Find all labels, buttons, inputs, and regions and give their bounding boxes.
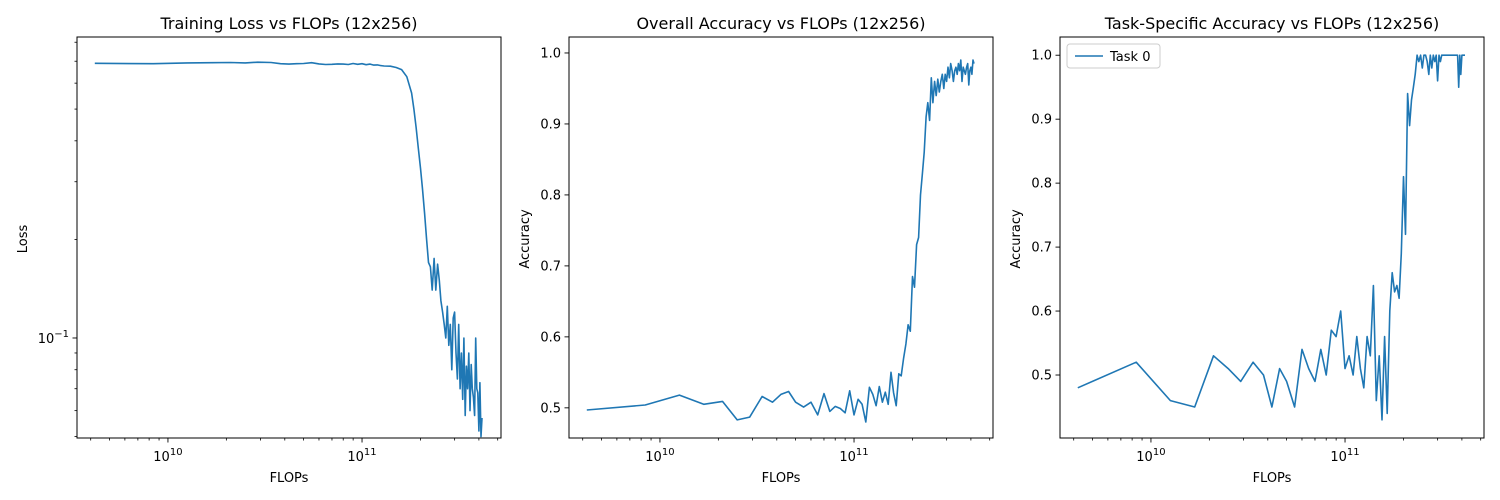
x-tick-label: 1010 bbox=[1136, 447, 1165, 465]
y-tick-label: 0.7 bbox=[540, 259, 561, 274]
y-tick-label: 1.0 bbox=[1031, 49, 1052, 64]
series-group bbox=[586, 59, 975, 423]
y-tick-label: 0.7 bbox=[1031, 241, 1052, 256]
x-tick-label: 1010 bbox=[153, 447, 182, 465]
tick-group: 1010 1011 0.5 0.6 0.7 0.8 0.9 1.0 bbox=[1031, 49, 1482, 465]
y-tick-label: 0.5 bbox=[540, 401, 561, 416]
legend-label: Task 0 bbox=[1109, 50, 1150, 65]
y-tick-label: 10−1 bbox=[38, 329, 69, 347]
x-tick-label: 1011 bbox=[347, 447, 376, 465]
chart-panel-loss: Training Loss vs FLOPs (12x256) FLOPs Lo… bbox=[16, 14, 502, 486]
y-axis-label: Accuracy bbox=[1009, 209, 1024, 269]
chart-title: Overall Accuracy vs FLOPs (12x256) bbox=[636, 14, 925, 33]
y-tick-label: 0.8 bbox=[540, 188, 561, 203]
y-tick-label: 1.0 bbox=[540, 46, 561, 61]
y-tick-label: 0.9 bbox=[540, 117, 561, 132]
chart-panel-task-accuracy: Task-Specific Accuracy vs FLOPs (12x256)… bbox=[1009, 14, 1485, 486]
y-tick-label: 0.5 bbox=[1031, 369, 1052, 384]
x-axis-label: FLOPs bbox=[270, 471, 309, 486]
series-group bbox=[94, 61, 483, 438]
series-line-0 bbox=[94, 61, 483, 438]
y-tick-label: 0.9 bbox=[1031, 113, 1052, 128]
tick-group: 1010 1011 0.5 0.6 0.7 0.8 0.9 1.0 bbox=[540, 46, 991, 465]
x-axis-label: FLOPs bbox=[1253, 471, 1292, 486]
series-line-0 bbox=[586, 59, 975, 423]
x-tick-label: 1010 bbox=[645, 447, 674, 465]
chart-title: Training Loss vs FLOPs (12x256) bbox=[159, 14, 417, 33]
y-tick-label: 0.8 bbox=[1031, 177, 1052, 192]
x-tick-label: 1011 bbox=[839, 447, 868, 465]
legend: Task 0 bbox=[1066, 43, 1161, 69]
series-group bbox=[1077, 54, 1465, 421]
plot-area bbox=[568, 36, 994, 439]
plot-area bbox=[76, 36, 502, 439]
chart-panel-overall-accuracy: Overall Accuracy vs FLOPs (12x256) FLOPs… bbox=[518, 14, 994, 486]
x-tick-label: 1011 bbox=[1330, 447, 1359, 465]
series-line-0 bbox=[1077, 54, 1465, 421]
x-axis-label: FLOPs bbox=[762, 471, 801, 486]
y-axis-label: Loss bbox=[16, 225, 31, 254]
tick-group: 1010 1011 10−1 bbox=[38, 41, 499, 465]
y-axis-label: Accuracy bbox=[518, 209, 533, 269]
chart-title: Task-Specific Accuracy vs FLOPs (12x256) bbox=[1104, 14, 1439, 33]
y-tick-label: 0.6 bbox=[540, 330, 561, 345]
legend-frame bbox=[1066, 43, 1161, 69]
y-tick-label: 0.6 bbox=[1031, 305, 1052, 320]
plot-area bbox=[1059, 36, 1485, 439]
